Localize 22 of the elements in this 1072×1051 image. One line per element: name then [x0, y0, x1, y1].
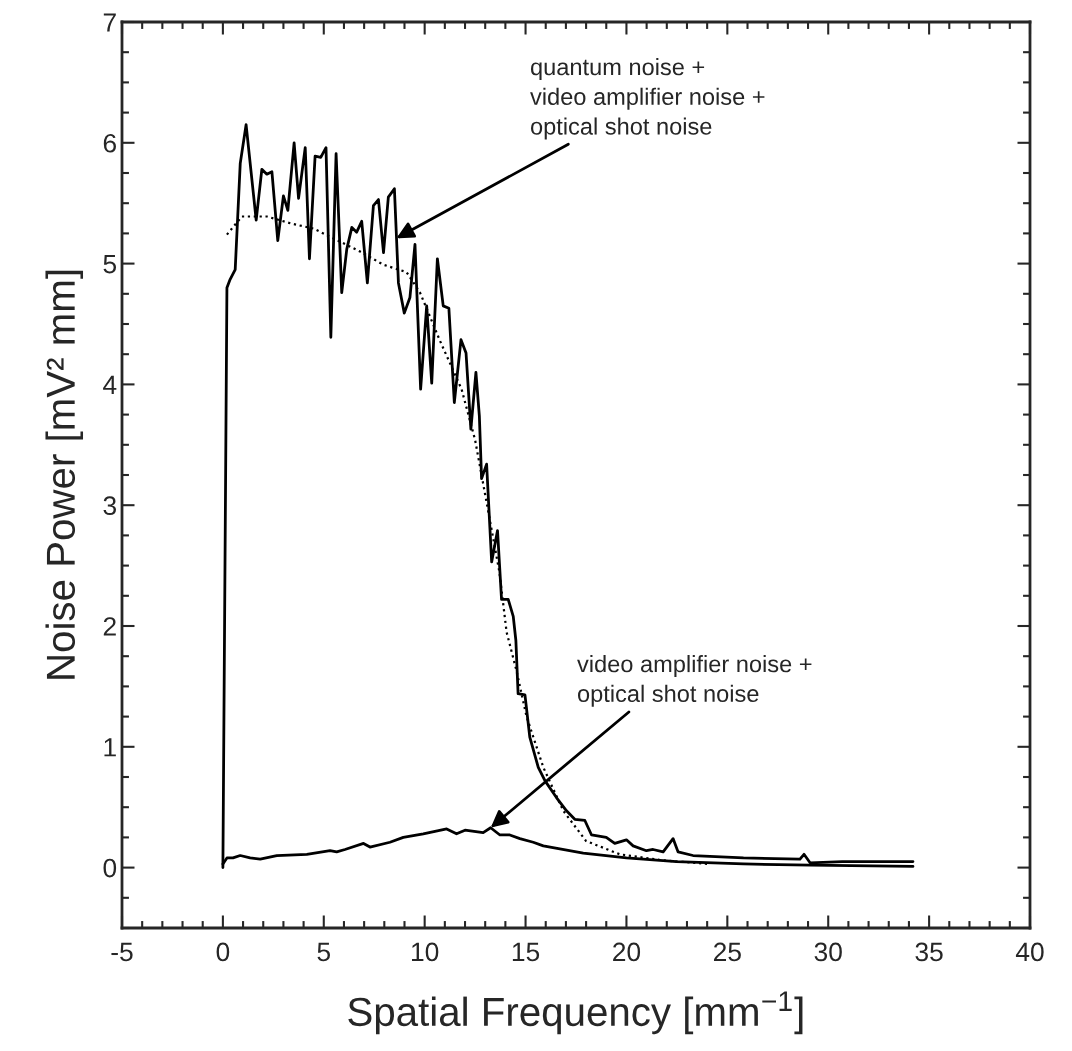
- x-tick-label: 0: [216, 942, 230, 962]
- x-tick-label: 35: [915, 942, 943, 962]
- y-tick-label: 2: [103, 617, 116, 636]
- y-tick-label: 1: [104, 738, 116, 757]
- x-axis-title: Spatial Frequency [mm$^{−1}$]: [348, 991, 803, 1035]
- x-tick-label: 15: [512, 942, 540, 962]
- x-tick-label: 10: [412, 942, 439, 962]
- annotation: video amplifier noise + optical shot noise: [577, 655, 812, 707]
- x-tick-label: -5: [111, 942, 133, 962]
- x-tick-label: 25: [713, 942, 741, 962]
- y-axis-title: Noise Power [mV² mm]: [45, 270, 84, 679]
- y-tick-label: 5: [103, 255, 117, 274]
- y-tick-label: 6: [103, 133, 116, 153]
- y-tick-label: 3: [103, 496, 116, 516]
- y-tick-label: 7: [103, 13, 116, 32]
- x-tick-label: 5: [317, 942, 331, 962]
- y-tick-label: 0: [103, 858, 117, 878]
- x-tick-label: 30: [814, 942, 842, 962]
- annotation: quantum noise + video amplifier noise + optical shot noise: [530, 58, 765, 140]
- x-tick-label: 20: [613, 942, 641, 962]
- x-tick-label: 40: [1015, 942, 1044, 962]
- y-tick-label: 4: [103, 375, 117, 394]
